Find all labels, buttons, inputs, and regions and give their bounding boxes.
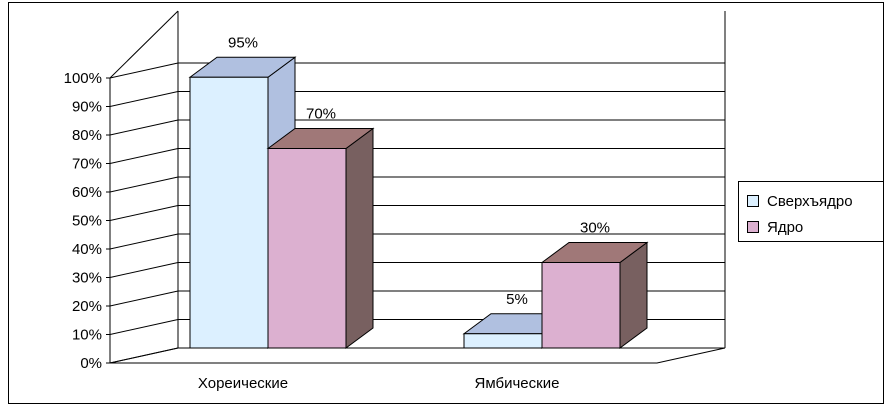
y-tick-label: 60% xyxy=(72,184,102,201)
bar-front-face xyxy=(267,148,347,349)
data-label: 95% xyxy=(228,34,258,51)
side-wall-gridline xyxy=(109,176,179,193)
chart-floor xyxy=(109,347,726,364)
y-tick-label: 100% xyxy=(64,70,102,87)
data-label: 30% xyxy=(580,220,610,237)
side-wall-gridline xyxy=(109,319,179,335)
x-category-label: Ямбические xyxy=(475,375,560,392)
side-wall-gridline xyxy=(109,91,179,107)
side-wall-top-edge xyxy=(109,10,179,79)
legend-swatch-superkernel xyxy=(747,195,759,207)
bar-front-face xyxy=(541,262,621,349)
side-wall-gridline xyxy=(109,233,179,250)
side-wall-gridline xyxy=(109,290,179,307)
y-tick-label: 10% xyxy=(72,327,102,344)
y-tick-label: 50% xyxy=(72,213,102,230)
bar-front-face xyxy=(463,333,543,349)
side-wall-gridline xyxy=(109,148,179,164)
y-tick-label: 20% xyxy=(72,298,102,315)
y-tick-label: 80% xyxy=(72,127,102,144)
y-tick-label: 0% xyxy=(80,355,102,372)
legend: Сверхъядро Ядро xyxy=(738,181,884,242)
data-label: 5% xyxy=(506,291,528,308)
side-wall-gridline xyxy=(109,119,179,136)
bar-0-1 xyxy=(266,127,375,349)
side-wall-gridline xyxy=(109,205,179,221)
legend-item-kernel: Ядро xyxy=(747,218,803,236)
legend-label-superkernel: Сверхъядро xyxy=(767,192,853,210)
bar-side-face xyxy=(345,127,374,349)
y-tick-label: 90% xyxy=(72,99,102,116)
legend-swatch-kernel xyxy=(747,221,759,233)
side-wall-gridline xyxy=(109,347,179,364)
x-category-label: Хореические xyxy=(198,375,288,392)
legend-item-superkernel: Сверхъядро xyxy=(747,192,853,210)
side-wall-gridline xyxy=(109,262,179,278)
bar-1-1 xyxy=(540,241,649,349)
bar-front-face xyxy=(189,76,269,349)
side-wall-gridline xyxy=(109,62,179,79)
legend-label-kernel: Ядро xyxy=(767,218,804,236)
data-label: 70% xyxy=(306,106,336,123)
y-tick-label: 40% xyxy=(72,241,102,258)
y-tick-label: 30% xyxy=(72,270,102,287)
y-tick-label: 70% xyxy=(72,156,102,173)
